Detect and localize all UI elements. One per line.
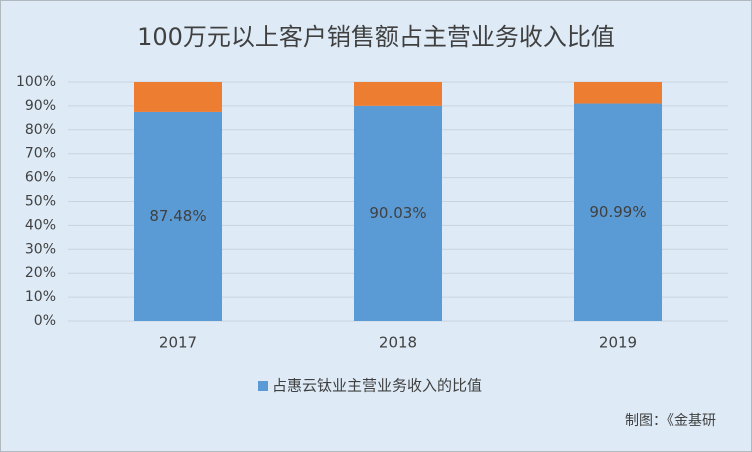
- chart-title: 100万元以上客户销售额占主营业务收入比值: [137, 23, 615, 51]
- y-tick-label: 10%: [25, 289, 56, 305]
- y-tick-label: 100%: [16, 74, 56, 90]
- legend-swatch: [258, 381, 268, 391]
- y-tick-label: 20%: [25, 265, 56, 281]
- y-tick-label: 80%: [25, 122, 56, 138]
- y-tick-label: 40%: [25, 217, 56, 233]
- bar-segment: [354, 105, 442, 321]
- bar-segment: [134, 111, 222, 322]
- data-label: 90.03%: [369, 204, 426, 222]
- y-tick-label: 70%: [25, 146, 56, 162]
- bar-segment: [574, 103, 662, 321]
- y-tick-label: 90%: [25, 98, 56, 114]
- bar-segment: [574, 82, 662, 104]
- legend-label: 占惠云钛业主营业务收入的比值: [272, 377, 482, 395]
- data-label: 90.99%: [589, 203, 646, 221]
- y-tick-label: 50%: [25, 194, 56, 210]
- x-tick-label: 2017: [159, 334, 197, 352]
- data-label: 87.48%: [149, 207, 206, 225]
- bar-segment: [134, 82, 222, 112]
- y-tick-label: 0%: [34, 313, 56, 329]
- y-tick-label: 30%: [25, 241, 56, 257]
- x-tick-label: 2019: [599, 334, 637, 352]
- x-tick-label: 2018: [379, 334, 417, 352]
- note: 制图：《金基研: [625, 412, 716, 429]
- y-tick-label: 60%: [25, 170, 56, 186]
- bar-segment: [354, 82, 442, 106]
